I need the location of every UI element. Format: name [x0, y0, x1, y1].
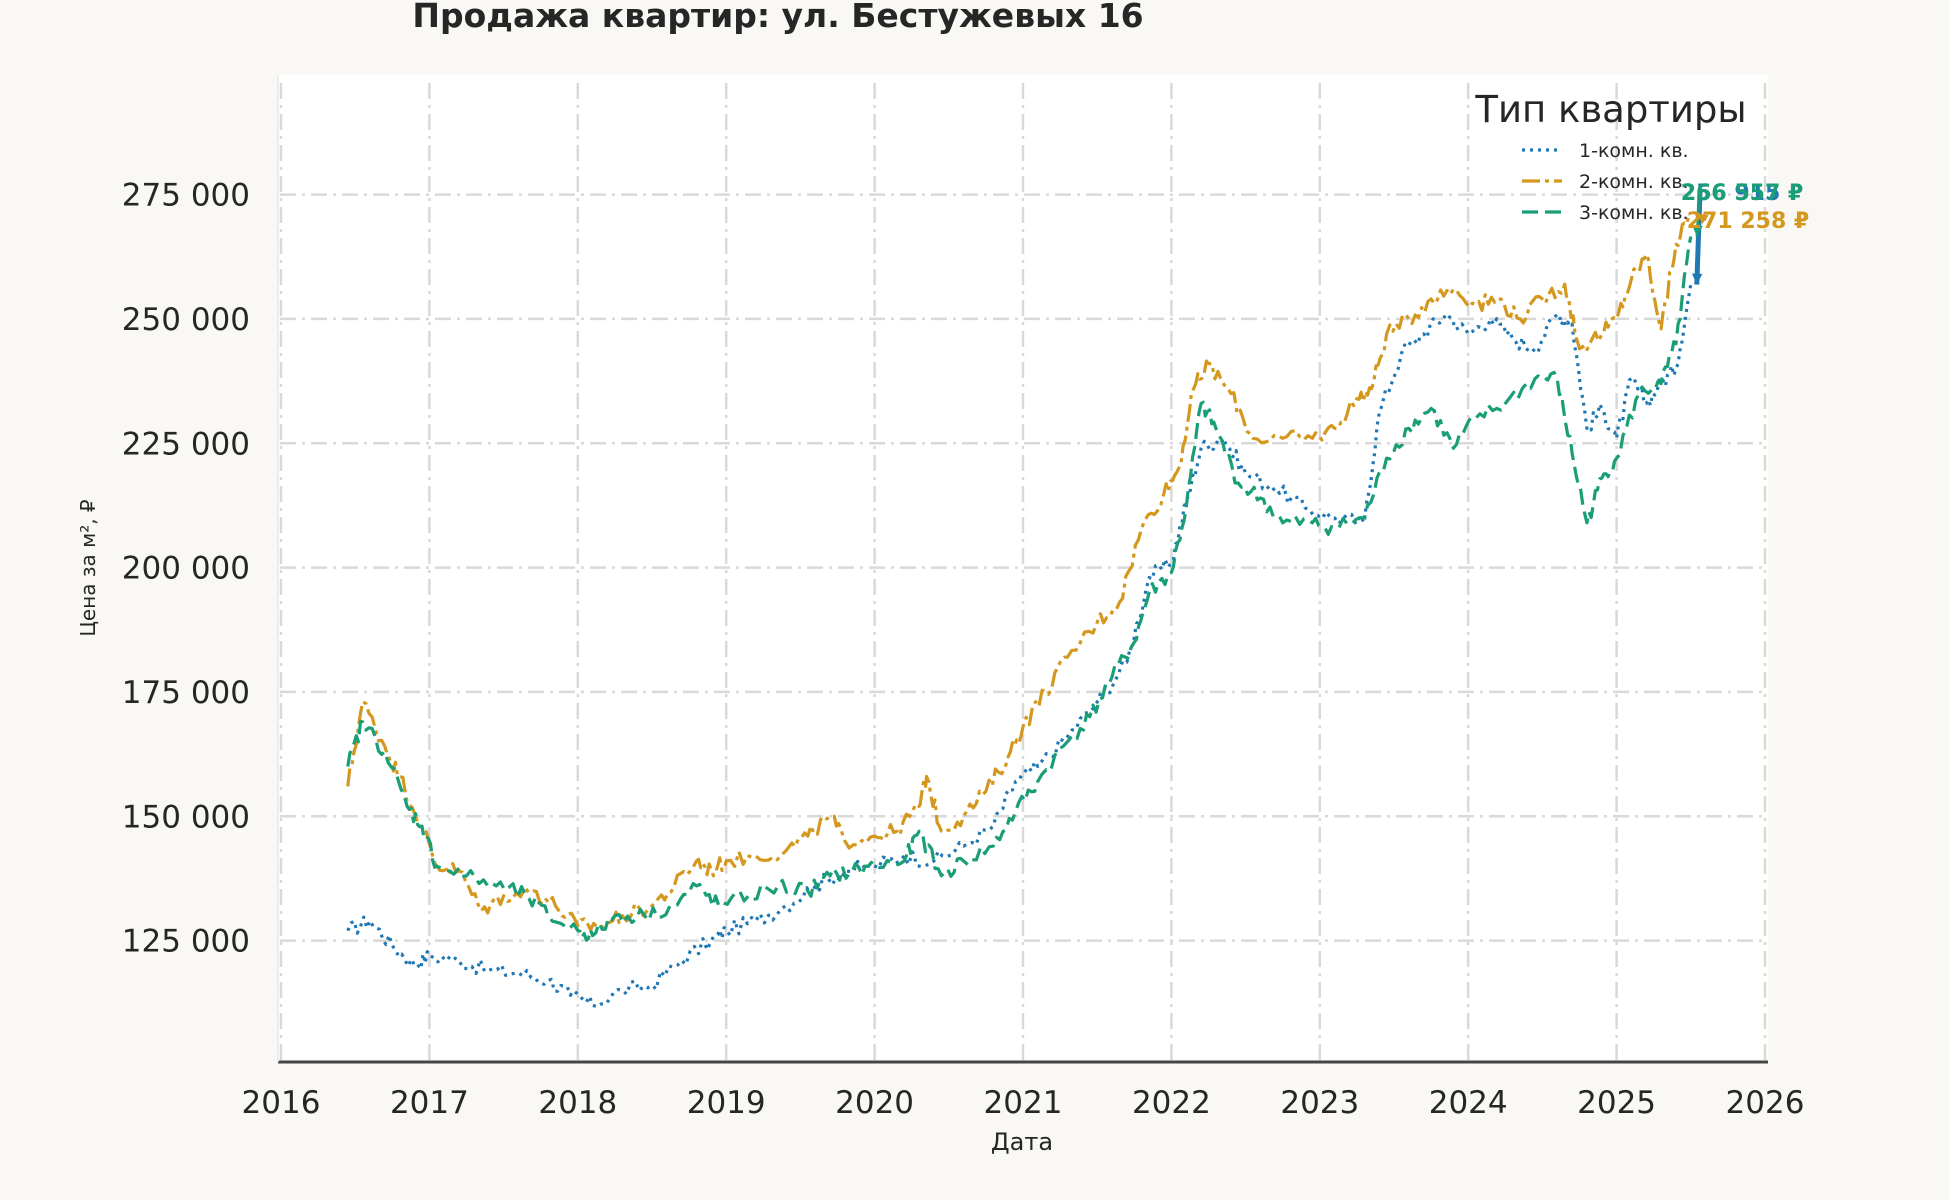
end-label-3: 266 557 ₽ — [1681, 181, 1803, 206]
legend-label-2: 2-комн. кв. — [1579, 171, 1689, 193]
y-tick-label: 250 000 — [122, 302, 250, 338]
end-label-2: 271 258 ₽ — [1687, 209, 1809, 234]
y-axis-label: Цена за м², ₽ — [76, 499, 100, 637]
legend-label-1: 1-комн. кв. — [1579, 140, 1689, 162]
y-tick-label: 225 000 — [122, 426, 250, 462]
x-tick-label: 2024 — [1429, 1085, 1508, 1121]
x-tick-label: 2026 — [1726, 1085, 1805, 1121]
grid — [279, 83, 1767, 1062]
end-arrowhead-2 — [1696, 213, 1709, 224]
y-tick-label: 275 000 — [122, 178, 250, 214]
end-label-1: 256 915 ₽ — [1681, 181, 1803, 206]
axes: 2016 2017 2018 2019 2020 2021 2022 2023 2024 2025… — [122, 75, 1805, 1121]
chart-title: Продажа квартир: ул. Бестужевых 16 — [412, 0, 1143, 35]
x-tick-label: 2023 — [1280, 1085, 1359, 1121]
legend: Тип квартиры 1-комн. кв. 2-комн. кв. 3-комн… — [1474, 88, 1746, 224]
y-tick-label: 175 000 — [122, 675, 250, 711]
end-arrowhead-1 — [1691, 273, 1703, 285]
x-tick-label: 2019 — [687, 1085, 766, 1121]
series-line-2 — [346, 212, 1693, 932]
x-tick-label: 2020 — [835, 1085, 914, 1121]
series-line-3 — [346, 236, 1693, 942]
x-tick-label: 2021 — [984, 1085, 1063, 1121]
end-arrowhead-3 — [1692, 225, 1703, 237]
legend-title: Тип квартиры — [1474, 88, 1746, 131]
x-tick-label: 2018 — [538, 1085, 617, 1121]
legend-label-3: 3-комн. кв. — [1579, 202, 1689, 224]
x-tick-label: 2016 — [242, 1085, 321, 1121]
y-tick-label: 200 000 — [122, 551, 250, 587]
series-layer — [346, 212, 1693, 1009]
x-axis-label: Дата — [991, 1128, 1053, 1156]
x-tick-label: 2022 — [1132, 1085, 1211, 1121]
x-tick-label: 2025 — [1577, 1085, 1656, 1121]
series-line-1 — [346, 284, 1693, 1009]
y-tick-label: 150 000 — [122, 799, 250, 835]
y-tick-label: 125 000 — [122, 924, 250, 960]
x-tick-label: 2017 — [390, 1085, 469, 1121]
end-labels: 256 915 ₽266 557 ₽ 271 258 ₽ — [1681, 181, 1809, 285]
